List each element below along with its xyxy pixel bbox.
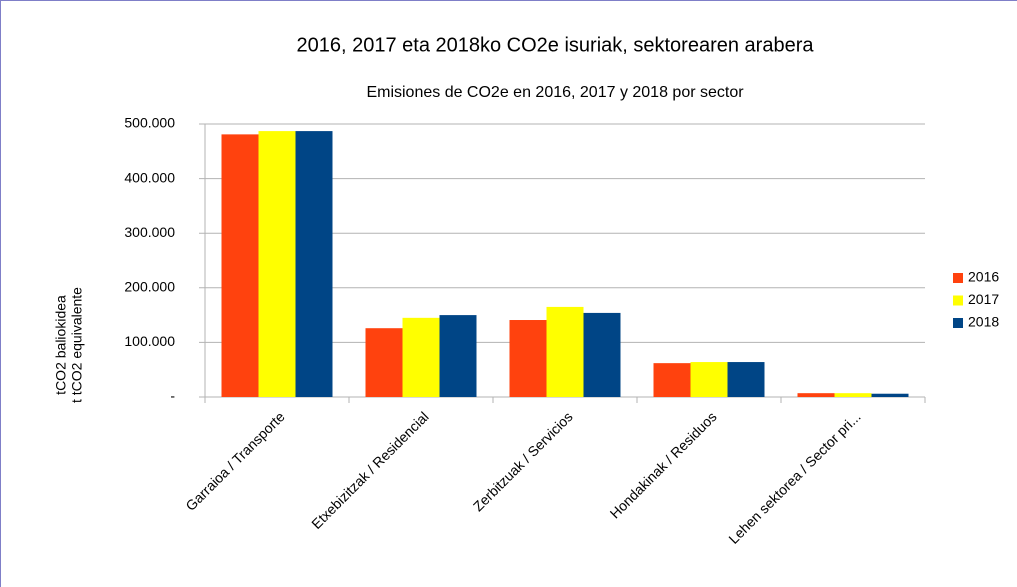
y-axis-label: tCO2 baliokidea xyxy=(53,295,69,395)
bar xyxy=(797,393,835,397)
y-axis-label: t tCO2 equivalente xyxy=(69,287,85,403)
bar xyxy=(653,363,691,397)
legend-swatch xyxy=(953,295,963,306)
y-tick-label: 400.000 xyxy=(124,169,175,185)
bar xyxy=(871,393,909,397)
y-tick-label: 100.000 xyxy=(124,333,175,349)
bar xyxy=(295,131,333,397)
bar xyxy=(439,315,477,397)
legend-label: 2017 xyxy=(968,291,999,307)
y-tick-label: 300.000 xyxy=(124,224,175,240)
bar xyxy=(402,317,440,397)
y-tick-label: - xyxy=(170,388,175,404)
chart-subtitle: Emisiones de CO2e en 2016, 2017 y 2018 p… xyxy=(366,84,744,101)
bar xyxy=(690,362,728,397)
bar xyxy=(834,393,872,397)
legend-label: 2018 xyxy=(968,314,999,330)
chart-title: 2016, 2017 eta 2018ko CO2e isuriak, sekt… xyxy=(296,34,814,56)
legend-swatch xyxy=(953,318,963,328)
legend-swatch xyxy=(953,273,963,283)
y-tick-label: 200.000 xyxy=(124,279,175,295)
bar xyxy=(258,131,296,397)
bar xyxy=(365,328,403,397)
bar xyxy=(583,312,621,397)
bar xyxy=(727,362,765,397)
legend-label: 2016 xyxy=(968,269,999,285)
bar xyxy=(509,320,547,397)
y-tick-label: 500.000 xyxy=(124,115,175,131)
bar xyxy=(546,306,584,397)
bar xyxy=(221,134,259,397)
